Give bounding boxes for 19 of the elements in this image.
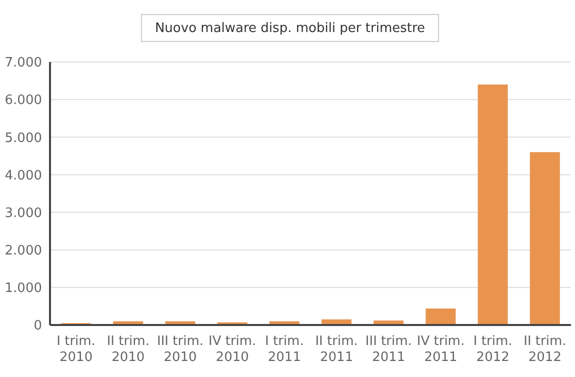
x-tick-label: II trim. 2010 [106,334,150,365]
x-tick-label: I trim. 2010 [56,334,96,365]
x-tick-label: II trim. 2012 [524,334,566,365]
y-tick-label: 2.000 [4,243,42,258]
x-tick-label: III trim. 2011 [365,334,412,365]
y-tick-label: 4.000 [4,168,42,184]
x-tick-label: I trim. 2011 [265,334,304,365]
y-tick-label: 0 [34,318,42,334]
y-tick-label: 5.000 [4,130,42,146]
y-tick-label: 7.000 [4,56,42,71]
y-tick-label: 6.000 [4,93,42,108]
y-tick-label: 1.000 [4,281,42,296]
y-tick-label: 3.000 [4,206,42,221]
x-tick-label: I trim. 2012 [473,334,512,365]
x-tick-label: III trim. 2010 [157,334,204,365]
x-tick-label: IV trim. 2010 [208,334,256,365]
chart-title: Nuovo malware disp. mobili per trimestre [141,14,439,42]
x-tick-label: II trim. 2011 [315,334,358,365]
x-tick-label: IV trim. 2011 [416,334,465,365]
